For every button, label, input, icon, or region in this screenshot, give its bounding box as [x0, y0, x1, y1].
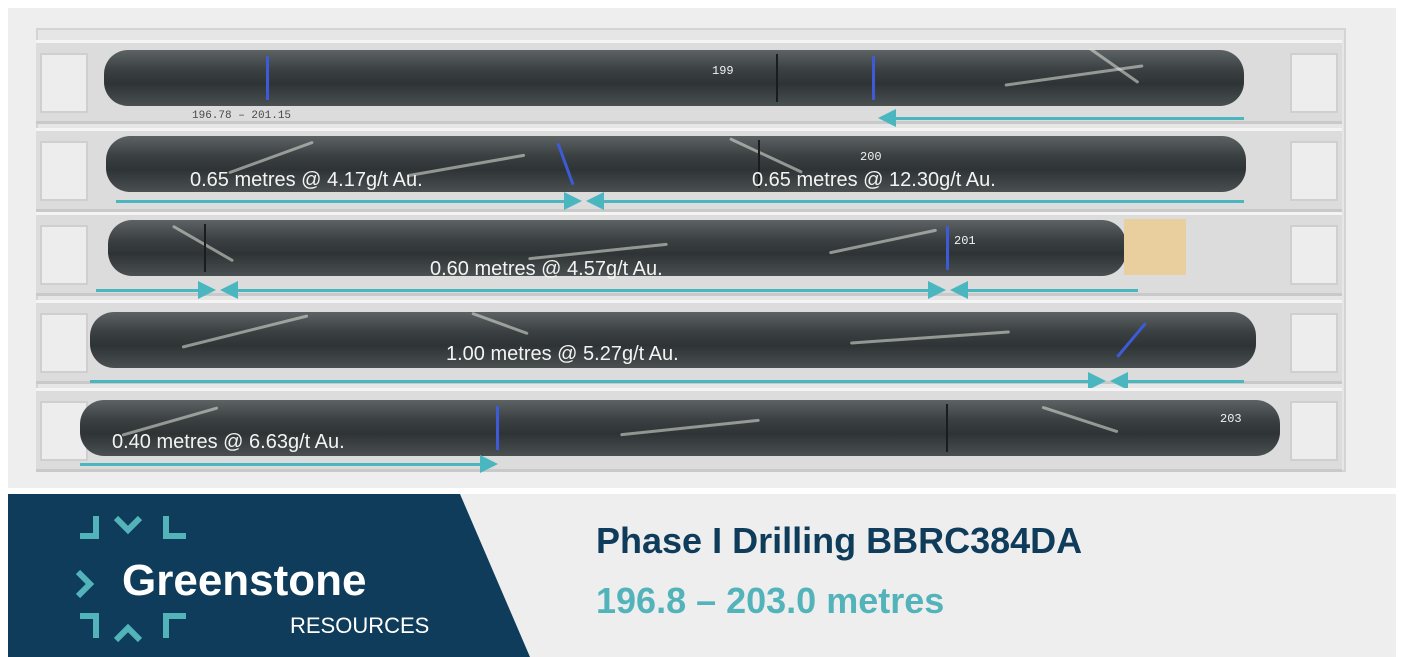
arrow-row4-left [90, 380, 1088, 383]
arrowhead-left [586, 192, 604, 210]
arrowhead-left [878, 109, 896, 127]
core-sample-1: 199 [104, 47, 1244, 106]
greenstone-logo-mark-icon [75, 515, 186, 643]
arrow-row3-left [96, 289, 198, 292]
core-sample-4 [90, 311, 1256, 368]
arrowhead-right [928, 281, 946, 299]
logo-wordmark: Greenstone [122, 556, 367, 605]
depth-mark-199: 199 [712, 64, 734, 78]
arrow-row2-right [604, 200, 1244, 203]
arrowhead-left [950, 281, 968, 299]
arrow-row5 [80, 463, 480, 466]
arrowhead-right [198, 281, 216, 299]
arrowhead-left [1110, 372, 1128, 390]
core-sample-5: 203 [80, 400, 1280, 456]
arrow-row2-left [116, 200, 564, 203]
intercept-label: 0.65 metres @ 4.17g/t Au. [190, 169, 423, 191]
arrowhead-right [564, 192, 582, 210]
core-sample-3: 201 [108, 220, 1126, 276]
intercept-label: 1.00 metres @ 5.27g/t Au. [446, 343, 679, 365]
core-block-tag [1124, 219, 1186, 275]
intercept-label: 0.60 metres @ 4.57g/t Au. [430, 258, 663, 280]
arrowhead-right [1088, 372, 1106, 390]
intercept-label: 0.65 metres @ 12.30g/t Au. [752, 169, 996, 191]
depth-mark-200: 200 [860, 150, 882, 164]
page-subtitle: 196.8 – 203.0 metres [596, 580, 945, 621]
arrow-row1 [894, 117, 1244, 120]
arrow-row4-right [1128, 380, 1244, 383]
arrowhead-left [220, 281, 238, 299]
page-title: Phase I Drilling BBRC384DA [596, 520, 1083, 561]
interval-handwriting: 196.78 – 201.15 [192, 110, 292, 122]
core-sample-2: 200 [106, 136, 1246, 192]
arrowhead-right [480, 455, 498, 473]
intercept-label: 0.40 metres @ 6.63g/t Au. [112, 431, 345, 453]
arrow-row3-right [968, 289, 1138, 292]
depth-mark-203: 203 [1220, 412, 1242, 426]
logo-subtitle: RESOURCES [290, 613, 430, 638]
arrow-row3-mid [238, 289, 928, 292]
depth-mark-201: 201 [954, 234, 976, 248]
